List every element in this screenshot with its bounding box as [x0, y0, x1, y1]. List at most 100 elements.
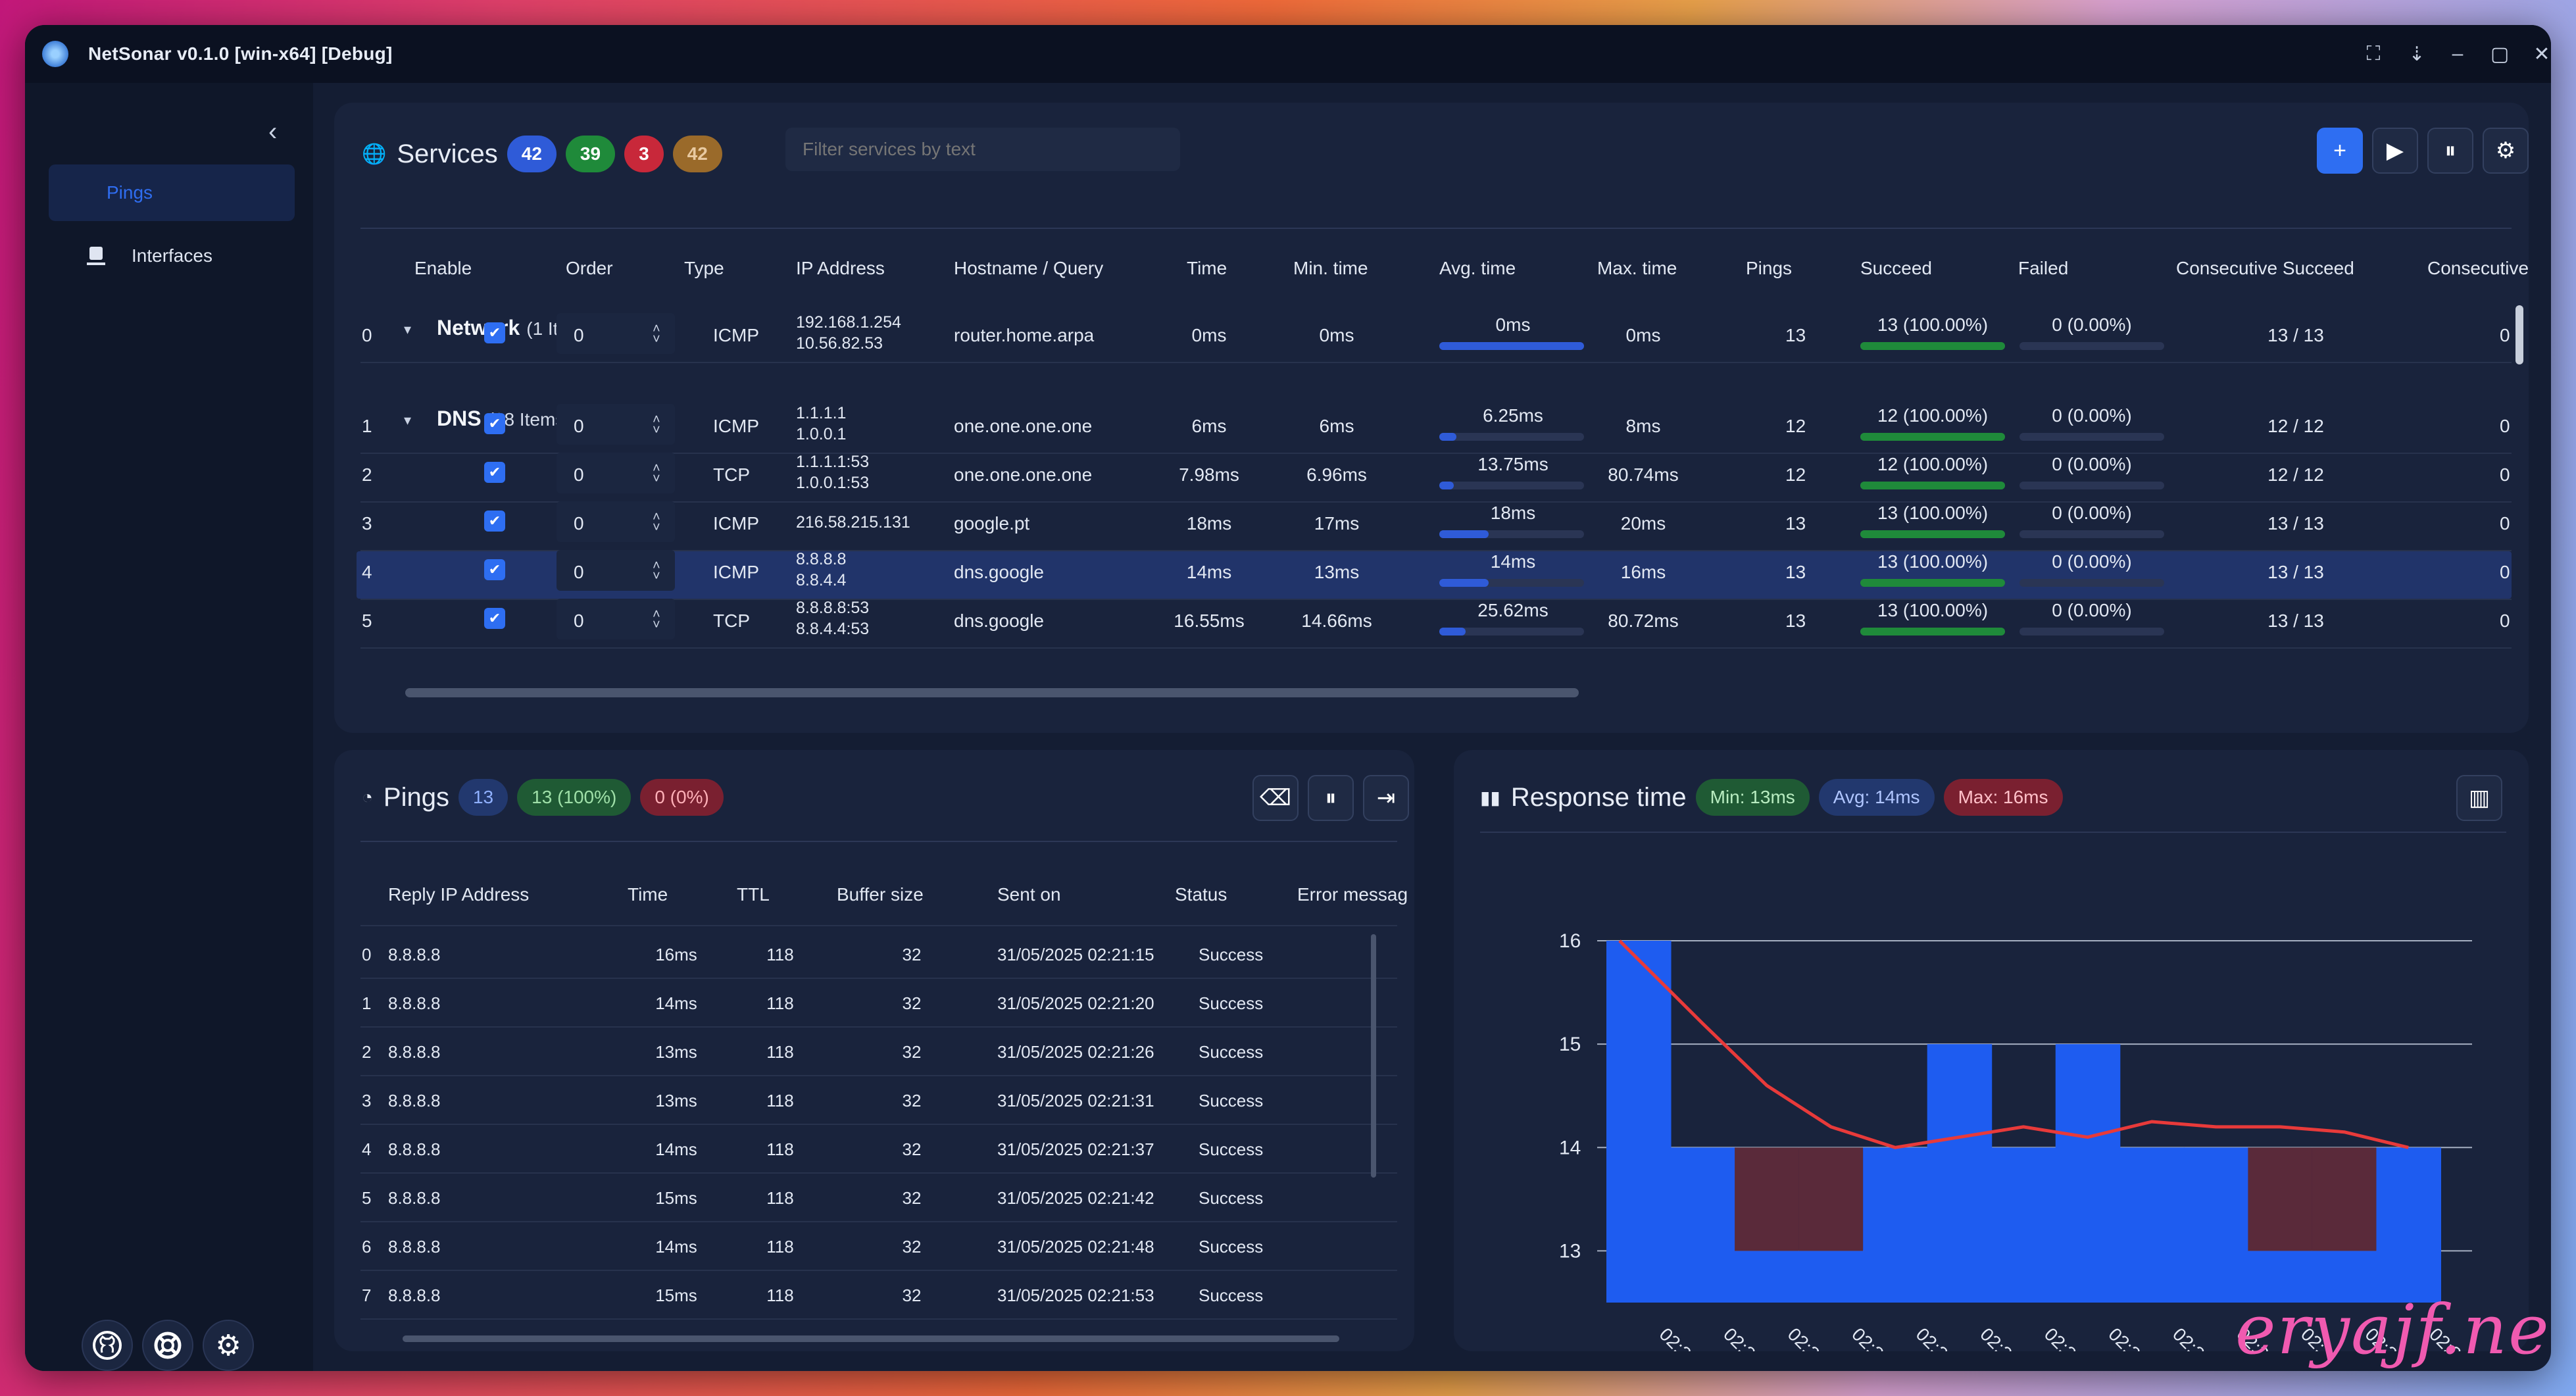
- col-buffer-size[interactable]: Buffer size: [837, 884, 924, 905]
- enable-checkbox[interactable]: ✔: [484, 413, 505, 434]
- y-tick-label: 16: [1559, 930, 1581, 952]
- pings-count: 13: [1785, 611, 1806, 631]
- fullscreen-icon[interactable]: ⛶: [2366, 43, 2381, 64]
- chart-options-icon[interactable]: ▥: [2456, 775, 2502, 821]
- y-tick-label: 13: [1559, 1240, 1581, 1262]
- order-stepper[interactable]: [557, 453, 675, 493]
- minimize-icon[interactable]: –: [2452, 43, 2464, 64]
- export-icon[interactable]: ⇥: [1363, 775, 1409, 821]
- enable-checkbox[interactable]: ✔: [484, 559, 505, 580]
- col-max-time[interactable]: Max. time: [1597, 258, 1677, 278]
- lifebuoy-icon[interactable]: [142, 1320, 193, 1371]
- horizontal-scrollbar[interactable]: [403, 1335, 1339, 1342]
- pings-count: 13: [1785, 513, 1806, 534]
- col-error-message[interactable]: Error messag: [1297, 884, 1408, 905]
- horizontal-scrollbar[interactable]: [405, 688, 1579, 697]
- order-stepper[interactable]: [557, 404, 675, 445]
- enable-checkbox[interactable]: ✔: [484, 322, 505, 343]
- collapse-sidebar-icon[interactable]: ‹: [268, 117, 278, 146]
- order-value[interactable]: 0: [574, 513, 584, 534]
- add-service-button[interactable]: +: [2317, 128, 2363, 174]
- github-icon[interactable]: [82, 1320, 133, 1371]
- avg-time-bar-fill: [1439, 482, 1454, 489]
- play-icon[interactable]: ▶: [2372, 128, 2418, 174]
- col-min-time[interactable]: Min. time: [1293, 258, 1368, 278]
- col-time[interactable]: Time: [628, 884, 668, 905]
- col-reply-ip[interactable]: Reply IP Address: [388, 884, 530, 905]
- avg-time-bar-fill: [1439, 342, 1584, 350]
- status-value: Success: [1199, 945, 1264, 964]
- response-time-header: ▮▮ Response time Min: 13ms Avg: 14ms Max…: [1480, 779, 2063, 816]
- col-consecutive-failed[interactable]: Consecutive: [2427, 258, 2529, 278]
- row-index: 7: [362, 1285, 372, 1305]
- sidebar-item-pings[interactable]: Pings: [49, 164, 295, 221]
- order-value[interactable]: 0: [574, 416, 584, 436]
- col-ip-address[interactable]: IP Address: [796, 258, 885, 278]
- enable-checkbox[interactable]: ✔: [484, 511, 505, 532]
- avg-time-value: 6.25ms: [1483, 405, 1543, 426]
- col-sent-on[interactable]: Sent on: [997, 884, 1061, 905]
- services-header: 🌐 Services 42 39 3 42: [362, 136, 722, 172]
- pin-icon[interactable]: ⇣: [2408, 43, 2425, 65]
- close-icon[interactable]: ✕: [2533, 43, 2550, 65]
- sidebar-item-interfaces[interactable]: Interfaces: [49, 228, 295, 284]
- vertical-scrollbar[interactable]: [2515, 305, 2523, 364]
- bar: [2055, 1044, 2121, 1303]
- service-filter-input[interactable]: [785, 128, 1180, 171]
- order-value[interactable]: 0: [574, 611, 584, 631]
- settings-icon[interactable]: ⚙: [2483, 128, 2529, 174]
- col-consecutive-succeed[interactable]: Consecutive Succeed: [2176, 258, 2354, 278]
- failed-bar: [2019, 342, 2164, 350]
- hostname: dns.google: [954, 562, 1045, 582]
- col-status[interactable]: Status: [1175, 884, 1227, 905]
- col-failed[interactable]: Failed: [2018, 258, 2069, 278]
- eraser-icon[interactable]: ⌫: [1252, 775, 1299, 821]
- failed-bar: [2019, 482, 2164, 489]
- order-stepper[interactable]: [557, 501, 675, 542]
- header-separator: [360, 228, 2512, 229]
- succeed-value: 13 (100.00%): [1877, 600, 1989, 620]
- bar-gap-region: [1798, 1147, 1864, 1251]
- col-order[interactable]: Order: [566, 258, 613, 278]
- expand-caret-icon[interactable]: ▾: [404, 321, 412, 337]
- avg-time-bar: [1439, 433, 1584, 441]
- order-stepper[interactable]: [557, 313, 675, 354]
- badge-min: Min: 13ms: [1695, 779, 1810, 816]
- pings-count: 12: [1785, 416, 1806, 436]
- expand-caret-icon[interactable]: ▾: [404, 412, 412, 428]
- pause-icon[interactable]: ⏸: [1308, 775, 1354, 821]
- col-pings[interactable]: Pings: [1746, 258, 1793, 278]
- buffer-size: 32: [902, 1188, 922, 1208]
- enable-checkbox[interactable]: ✔: [484, 608, 505, 629]
- order-value[interactable]: 0: [574, 464, 584, 485]
- order-value[interactable]: 0: [574, 325, 584, 345]
- col-hostname[interactable]: Hostname / Query: [954, 258, 1104, 278]
- failed-value: 0 (0.00%): [2052, 600, 2132, 620]
- maximize-icon[interactable]: ▢: [2490, 43, 2510, 65]
- stepper-arrows-icon[interactable]: ˄ ˅: [653, 559, 660, 584]
- order-stepper[interactable]: [557, 599, 675, 639]
- vertical-scrollbar[interactable]: [1371, 934, 1376, 1178]
- col-time[interactable]: Time: [1187, 258, 1227, 278]
- pause-icon[interactable]: ⏸: [2427, 128, 2473, 174]
- succeed-bar: [1860, 342, 2005, 350]
- order-value[interactable]: 0: [574, 562, 584, 582]
- stepper-arrows-icon[interactable]: ˄ ˅: [653, 510, 660, 535]
- stepper-arrows-icon[interactable]: ˄ ˅: [653, 607, 660, 632]
- col-succeed[interactable]: Succeed: [1860, 258, 1932, 278]
- col-enable[interactable]: Enable: [414, 258, 472, 278]
- badge-avg: Avg: 14ms: [1818, 779, 1935, 816]
- services-title: Services: [397, 139, 498, 168]
- stepper-arrows-icon[interactable]: ˄ ˅: [653, 322, 660, 347]
- col-avg-time[interactable]: Avg. time: [1439, 258, 1516, 278]
- col-type[interactable]: Type: [684, 258, 724, 278]
- gear-icon[interactable]: ⚙: [203, 1320, 254, 1371]
- stepper-arrows-icon[interactable]: ˄ ˅: [653, 461, 660, 486]
- stepper-arrows-icon[interactable]: ˄ ˅: [653, 412, 660, 437]
- enable-checkbox[interactable]: ✔: [484, 462, 505, 483]
- time-value: 14ms: [1186, 562, 1232, 582]
- col-ttl[interactable]: TTL: [737, 884, 770, 905]
- order-stepper[interactable]: [557, 550, 675, 591]
- header-separator: [360, 841, 1397, 842]
- service-type: TCP: [713, 464, 750, 485]
